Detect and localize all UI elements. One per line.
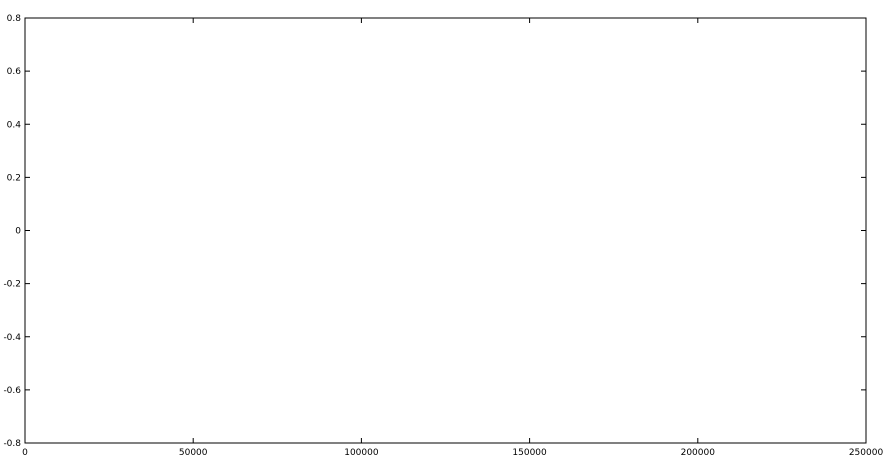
y-tick-label: -0.4 [3, 333, 21, 343]
x-tick-label: 50000 [179, 448, 208, 458]
y-tick-label: 0.4 [7, 120, 22, 130]
y-tick-label: -0.6 [3, 386, 21, 396]
y-tick-label: 0.6 [7, 67, 22, 77]
y-tick-label: 0.8 [7, 14, 22, 24]
x-tick-label: 0 [22, 448, 28, 458]
x-tick-label: 250000 [849, 448, 884, 458]
x-tick-label: 200000 [681, 448, 716, 458]
y-tick-label: -0.8 [3, 439, 21, 449]
y-tick-label: -0.2 [3, 280, 21, 290]
x-tick-label: 150000 [512, 448, 547, 458]
plot-frame [24, 17, 867, 444]
x-tick-label: 100000 [344, 448, 379, 458]
axes: 0 50000 100000 150000 200000 250000 -0.8 -0.6 -0… [3, 14, 883, 458]
y-tick-label: 0 [15, 227, 21, 237]
y-tick-label: 0.2 [7, 173, 21, 183]
